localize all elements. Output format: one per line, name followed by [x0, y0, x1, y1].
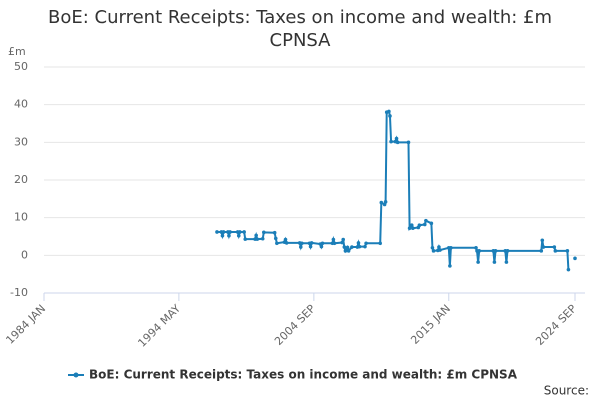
data-point [504, 260, 509, 264]
data-point [379, 200, 384, 205]
data-point [565, 249, 570, 253]
data-point [438, 248, 442, 252]
data-point [220, 233, 225, 238]
data-point [388, 114, 392, 118]
data-point [275, 241, 279, 246]
data-point [417, 223, 422, 227]
y-tick-label: 0 [21, 248, 28, 261]
data-point [406, 140, 411, 145]
data-point [395, 140, 400, 145]
data-point [350, 245, 354, 249]
data-point [254, 233, 258, 238]
data-point [332, 241, 337, 246]
data-point [394, 136, 399, 141]
legend-label: BoE: Current Receipts: Taxes on income a… [89, 368, 518, 382]
data-point [272, 230, 277, 235]
data-point [242, 230, 246, 234]
data-point [236, 233, 241, 238]
data-point [238, 230, 242, 234]
x-tick-label: 2015 JAN [408, 302, 453, 347]
y-tick-label: 20 [14, 173, 28, 186]
data-point [566, 267, 571, 272]
data-point [215, 230, 219, 234]
data-point [437, 245, 441, 249]
data-point [387, 109, 391, 114]
data-point [505, 249, 510, 253]
data-point [363, 244, 367, 249]
x-tick-label: 2004 SEP [272, 302, 318, 348]
y-tick-label: -10 [10, 286, 28, 299]
data-point [429, 221, 434, 226]
data-point [243, 237, 248, 241]
data-point [346, 249, 351, 253]
data-point [283, 237, 288, 242]
chart-title: BoE: Current Receipts: Taxes on income a… [48, 7, 552, 51]
data-point [409, 223, 414, 227]
data-point [340, 240, 344, 245]
data-point [345, 245, 350, 250]
data-point [389, 139, 393, 144]
x-tick-label: 1984 JAN [3, 302, 48, 347]
data-point [221, 230, 226, 234]
data-point [262, 230, 266, 235]
data-point [541, 245, 546, 249]
data-line [217, 111, 575, 269]
data-point [492, 260, 497, 264]
data-point [342, 245, 347, 249]
legend-marker [73, 372, 79, 378]
data-point [573, 256, 577, 261]
data-point [343, 249, 348, 253]
data-point [284, 241, 289, 245]
x-tick-label: 2024 SEP [533, 302, 579, 348]
data-point [477, 249, 481, 253]
x-tick-label: 1994 MAY [135, 302, 183, 350]
data-point [448, 264, 452, 268]
data-point [540, 238, 545, 243]
data-point [308, 244, 313, 249]
data-point [476, 260, 480, 264]
data-point [407, 226, 412, 231]
data-point [539, 249, 544, 253]
data-point [331, 237, 336, 242]
data-point [378, 241, 383, 246]
data-point [300, 241, 304, 246]
data-point [383, 200, 388, 204]
y-tick-label: 10 [14, 211, 28, 224]
data-point [474, 246, 478, 250]
data-point [424, 218, 428, 223]
y-tick-label: 50 [14, 60, 28, 73]
data-point [255, 237, 260, 241]
data-point [364, 241, 368, 246]
y-tick-label: 40 [14, 98, 28, 111]
data-point [411, 226, 415, 231]
y-tick-label: 30 [14, 135, 28, 148]
data-point [430, 246, 435, 250]
data-point [356, 241, 361, 245]
data-point [320, 241, 325, 246]
data-point [273, 236, 278, 241]
data-point [298, 245, 303, 249]
data-point [341, 237, 346, 242]
data-point [552, 245, 557, 249]
y-axis-label: £m [8, 45, 26, 58]
data-point [260, 236, 265, 241]
data-point [227, 233, 231, 238]
data-point [422, 222, 427, 227]
data-point [309, 241, 314, 245]
data-point [431, 249, 436, 253]
data-point [357, 244, 362, 249]
data-point [319, 244, 324, 249]
data-point [553, 249, 558, 253]
data-point [228, 230, 232, 234]
data-point [493, 249, 498, 253]
source: Source: [544, 384, 589, 398]
data-point [449, 246, 453, 250]
